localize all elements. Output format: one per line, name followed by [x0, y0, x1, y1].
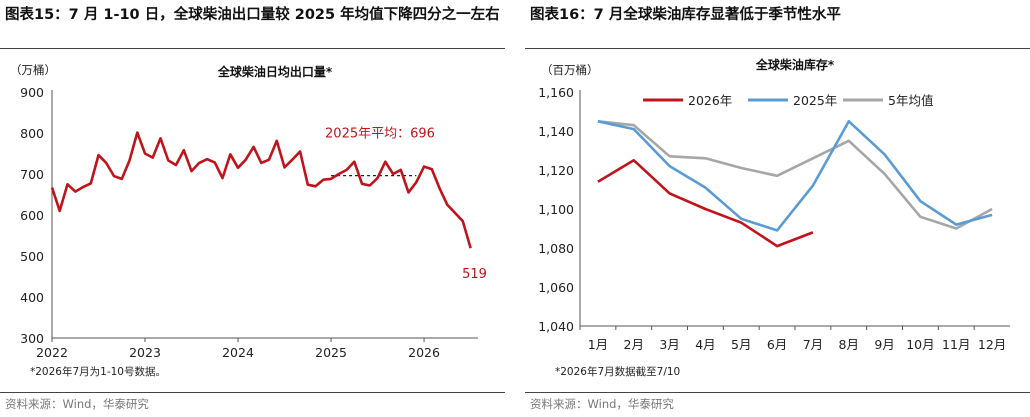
bottom-divider: [0, 392, 505, 393]
series-line: [597, 120, 993, 230]
right-source: 资料来源：Wind，华泰研究: [530, 397, 674, 411]
unit-label: （万桶）: [10, 63, 56, 77]
y-tick-label: 1,120: [538, 163, 574, 178]
y-tick-label: 300: [20, 331, 44, 346]
left-figure-panel: 图表15：7 月 1-10 日，全球柴油出口量较 2025 年均值下降四分之一左…: [0, 0, 505, 417]
right-footnote: *2026年7月数据截至7/10: [555, 366, 681, 378]
x-tick-label: 2025: [315, 345, 347, 360]
y-tick-label: 1,100: [538, 202, 574, 217]
chart-title: 全球柴油库存*: [755, 57, 835, 72]
y-tick-label: 700: [20, 167, 44, 182]
y-tick-label: 500: [20, 249, 44, 264]
y-tick-label: 800: [20, 126, 44, 141]
right-figure-panel: 图表16：7 月全球柴油库存显著低于季节性水平 （百万桶） 全球柴油库存* 1,04…: [525, 0, 1030, 417]
left-footnote: *2026年7月为1-10号数据。: [30, 366, 166, 378]
diesel-export-chart: （万桶） 全球柴油日均出口量* 300 400 500 600 700 800 900 2022 2…: [10, 63, 487, 360]
x-tick-label: 9月: [874, 337, 894, 352]
series-line: [597, 159, 814, 248]
x-tick-label: 5月: [731, 337, 751, 352]
x-tick-label: 2024: [222, 345, 254, 360]
y-tick-label: 1,160: [538, 85, 574, 100]
end-value-label: 519: [462, 267, 487, 282]
figure-15-title: 图表15：7 月 1-10 日，全球柴油出口量较 2025 年均值下降四分之一左…: [5, 7, 500, 23]
x-tick-label: 1月: [588, 337, 608, 352]
y-tick-label: 1,080: [538, 241, 574, 256]
x-tick-label: 8月: [839, 337, 859, 352]
x-tick-label: 2月: [624, 337, 644, 352]
left-source: 资料来源：Wind，华泰研究: [5, 397, 149, 411]
x-tick-label: 10月: [906, 337, 934, 352]
y-tick-label: 900: [20, 85, 44, 100]
y-tick-label: 1,140: [538, 124, 574, 139]
legend-label: 2026年: [688, 93, 732, 108]
title-divider: [0, 48, 505, 49]
export-series-line: [50, 131, 472, 249]
y-tick-label: 1,060: [538, 280, 574, 295]
x-tick-label: 7月: [803, 337, 823, 352]
x-tick-label: 2022: [36, 345, 68, 360]
x-tick-label: 3月: [659, 337, 679, 352]
legend-label: 5年均值: [888, 93, 933, 108]
x-tick-label: 2026: [408, 345, 440, 360]
x-tick-label: 11月: [942, 337, 970, 352]
bottom-divider: [525, 392, 1030, 393]
diesel-inventory-chart: （百万桶） 全球柴油库存* 1,040 1,060 1,080 1,100 1,120 1,1…: [538, 57, 1010, 352]
y-tick-label: 400: [20, 290, 44, 305]
x-tick-label: 12月: [978, 337, 1006, 352]
x-tick-label: 4月: [695, 337, 715, 352]
figure-16-title: 图表16：7 月全球柴油库存显著低于季节性水平: [530, 7, 841, 23]
x-tick-label: 2023: [129, 345, 161, 360]
y-tick-label: 600: [20, 208, 44, 223]
legend-label: 2025年: [793, 93, 837, 108]
chart-title: 全球柴油日均出口量*: [217, 64, 333, 79]
unit-label: （百万桶）: [541, 63, 599, 77]
title-divider: [525, 48, 1030, 49]
mean-2025-label: 2025年平均：696: [325, 127, 435, 142]
series-line: [597, 120, 993, 232]
y-tick-label: 1,040: [538, 319, 574, 334]
x-tick-label: 6月: [767, 337, 787, 352]
